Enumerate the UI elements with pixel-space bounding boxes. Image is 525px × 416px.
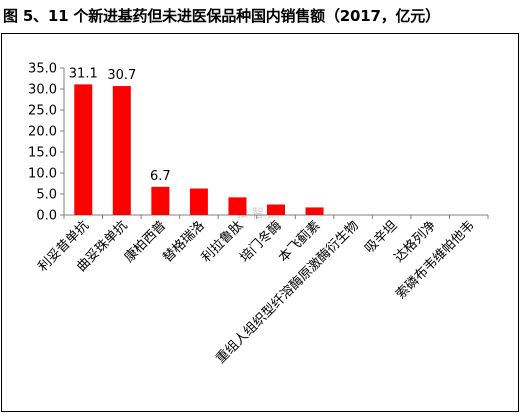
y-tick-label: 35.0 — [28, 62, 57, 77]
x-category-label: 康柏西普 — [121, 218, 169, 266]
bar — [305, 207, 324, 215]
bar — [74, 84, 93, 215]
x-category-label: 培门冬酶 — [237, 218, 285, 266]
bar — [189, 188, 208, 215]
chart-frame — [1, 33, 519, 412]
bar — [228, 197, 247, 215]
bar — [151, 186, 170, 215]
y-tick-label: 15.0 — [28, 146, 57, 161]
x-category-label: 利拉鲁肽 — [199, 218, 246, 265]
data-label: 6.7 — [150, 169, 171, 184]
data-label: 30.7 — [107, 68, 136, 83]
chart-title: 图 5、11 个新进基药但未进医保品种国内销售额（2017，亿元） — [3, 7, 440, 25]
data-label: 31.1 — [69, 66, 98, 81]
bar — [112, 86, 131, 215]
x-category-label: 替格瑞洛 — [160, 218, 208, 266]
bar — [267, 204, 285, 215]
y-tick-label: 25.0 — [28, 104, 57, 119]
y-tick-label: 20.0 — [28, 125, 57, 140]
y-tick-label: 10.0 — [28, 167, 57, 182]
y-tick-label: 30.0 — [28, 83, 57, 98]
y-tick-label: 0.0 — [36, 209, 57, 224]
y-tick-label: 5.0 — [36, 188, 57, 203]
